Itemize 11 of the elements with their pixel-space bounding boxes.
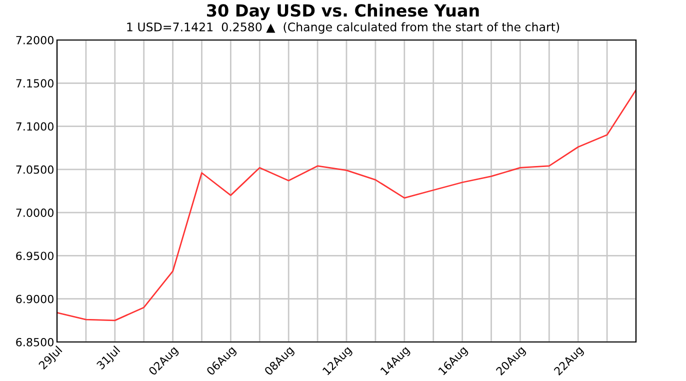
- y-tick-label: 6.8500: [16, 338, 54, 346]
- y-tick-label: 6.9500: [16, 252, 54, 260]
- y-tick-label: 6.9000: [16, 294, 54, 304]
- y-tick-label: 7.0500: [16, 165, 54, 174]
- y-tick-label: 7.0000: [16, 208, 54, 217]
- line-series: [57, 89, 636, 322]
- y-tick-label: 7.1500: [16, 79, 54, 88]
- y-tick-label: 7.1000: [16, 122, 54, 131]
- y-tick-label: 7.2000: [16, 36, 54, 44]
- chart-subtitle: 1 USD=7.1421 0.2580 ▲ (Change calculated from the start of the chart): [127, 22, 560, 34]
- chart-title: 30 Day USD vs. Chinese Yuan: [207, 4, 479, 20]
